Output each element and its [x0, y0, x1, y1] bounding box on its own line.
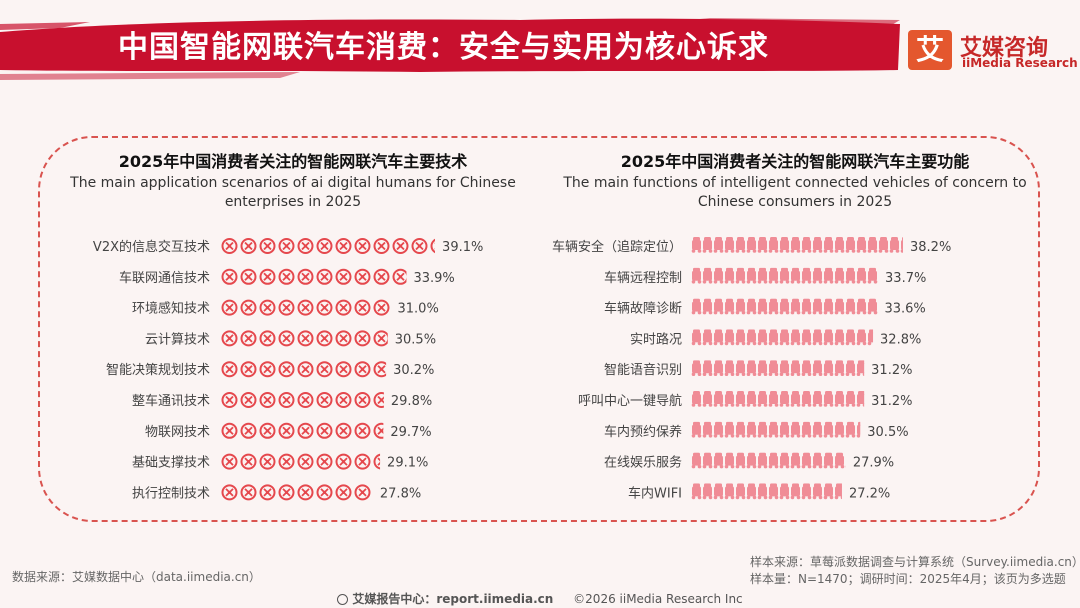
category-label: 环境感知技术: [132, 301, 210, 317]
value-label: 33.6%: [884, 302, 925, 317]
category-label: 在线娱乐服务: [604, 455, 682, 471]
bar: [691, 329, 874, 346]
category-label: 云计算技术: [145, 332, 210, 347]
bar: [221, 238, 436, 254]
value-label: 30.5%: [867, 425, 908, 440]
value-label: 30.5%: [395, 332, 436, 347]
category-label: 执行控制技术: [132, 486, 210, 501]
report-center-link[interactable]: 艾媒报告中心：report.iimedia.cn: [337, 592, 553, 606]
category-label: V2X的信息交互技术: [93, 239, 210, 255]
value-label: 38.2%: [910, 240, 951, 255]
bar: [221, 422, 384, 439]
bar: [221, 361, 387, 378]
sample-size: 样本量：N=1470；调研时间：2025年4月；该页为多选题: [750, 572, 1066, 586]
category-label: 车辆远程控制: [604, 270, 682, 286]
left-chart: V2X的信息交互技术 39.1% 车联网通信技术 33.9% 环境感知技术 31.0% 云计…: [93, 238, 483, 501]
value-label: 29.1%: [387, 456, 428, 471]
value-label: 30.2%: [393, 363, 434, 378]
category-label: 整车通讯技术: [132, 393, 210, 409]
title-banner: [0, 18, 900, 80]
value-label: 32.8%: [880, 332, 921, 347]
category-label: 车辆故障诊断: [604, 301, 682, 317]
brand-name-en: iiMedia Research: [962, 56, 1078, 70]
bar: [691, 267, 878, 284]
category-label: 车内WIFI: [628, 485, 682, 501]
data-source: 数据来源：艾媒数据中心（data.iimedia.cn）: [12, 570, 261, 584]
brand-name: 艾媒咨询: [960, 36, 1049, 61]
value-label: 31.2%: [871, 394, 912, 409]
category-label: 智能决策规划技术: [106, 362, 210, 378]
bar: [691, 483, 842, 500]
value-label: 27.9%: [853, 456, 894, 471]
value-label: 29.8%: [391, 394, 432, 409]
bar: [221, 392, 384, 408]
bar: [221, 299, 390, 316]
right-chart-header: 2025年中国消费者关注的智能网联汽车主要功能 The main functio…: [550, 152, 1040, 212]
value-label: 27.8%: [380, 486, 421, 501]
bar: [221, 484, 371, 501]
bar: [221, 268, 407, 285]
bar: [691, 360, 865, 376]
page-title: 中国智能网联汽车消费：安全与实用为核心诉求: [118, 30, 769, 65]
bar: [221, 330, 388, 347]
charts-panel: [38, 136, 1040, 522]
right-chart-title: 2025年中国消费者关注的智能网联汽车主要功能: [620, 152, 970, 171]
bar: [691, 237, 904, 253]
category-label: 基础支撑技术: [132, 456, 210, 471]
right-chart-subtitle: The main functions of intelligent connec…: [563, 175, 1027, 210]
category-label: 车辆安全（追踪定位）: [552, 239, 682, 255]
right-chart: 车辆安全（追踪定位） 38.2% 车辆远程控制 33.7% 车辆故障诊断 33.6% 实时路…: [552, 237, 951, 501]
value-label: 33.7%: [885, 271, 926, 286]
value-label: 33.9%: [413, 271, 454, 286]
category-label: 智能语音识别: [604, 362, 682, 378]
sample-source: 样本来源：草莓派数据调查与计算系统（Survey.iimedia.cn）: [750, 555, 1080, 569]
value-label: 29.7%: [390, 425, 431, 440]
category-label: 呼叫中心一键导航: [578, 393, 682, 409]
bar: [691, 452, 846, 469]
value-label: 31.2%: [871, 363, 912, 378]
bar: [691, 421, 861, 438]
category-label: 物联网技术: [145, 425, 210, 440]
bar: [221, 453, 381, 470]
category-label: 车联网通信技术: [119, 270, 210, 286]
footer: 艾媒报告中心：report.iimedia.cn ©2026 iiMedia R…: [0, 590, 1080, 607]
category-label: 车内预约保养: [604, 424, 682, 440]
category-label: 实时路况: [630, 331, 682, 347]
copyright: ©2026 iiMedia Research Inc: [573, 592, 743, 606]
bar: [691, 391, 865, 407]
globe-icon: [337, 594, 349, 605]
value-label: 27.2%: [849, 486, 890, 501]
left-chart-header: 2025年中国消费者关注的智能网联汽车主要技术 The main applica…: [48, 152, 538, 212]
left-chart-title: 2025年中国消费者关注的智能网联汽车主要技术: [118, 152, 468, 171]
brand-logo-icon: 艾: [908, 30, 952, 70]
value-label: 39.1%: [442, 240, 483, 255]
left-chart-subtitle: The main application scenarios of ai dig…: [70, 175, 516, 210]
value-label: 31.0%: [398, 302, 439, 317]
bar: [691, 298, 878, 315]
